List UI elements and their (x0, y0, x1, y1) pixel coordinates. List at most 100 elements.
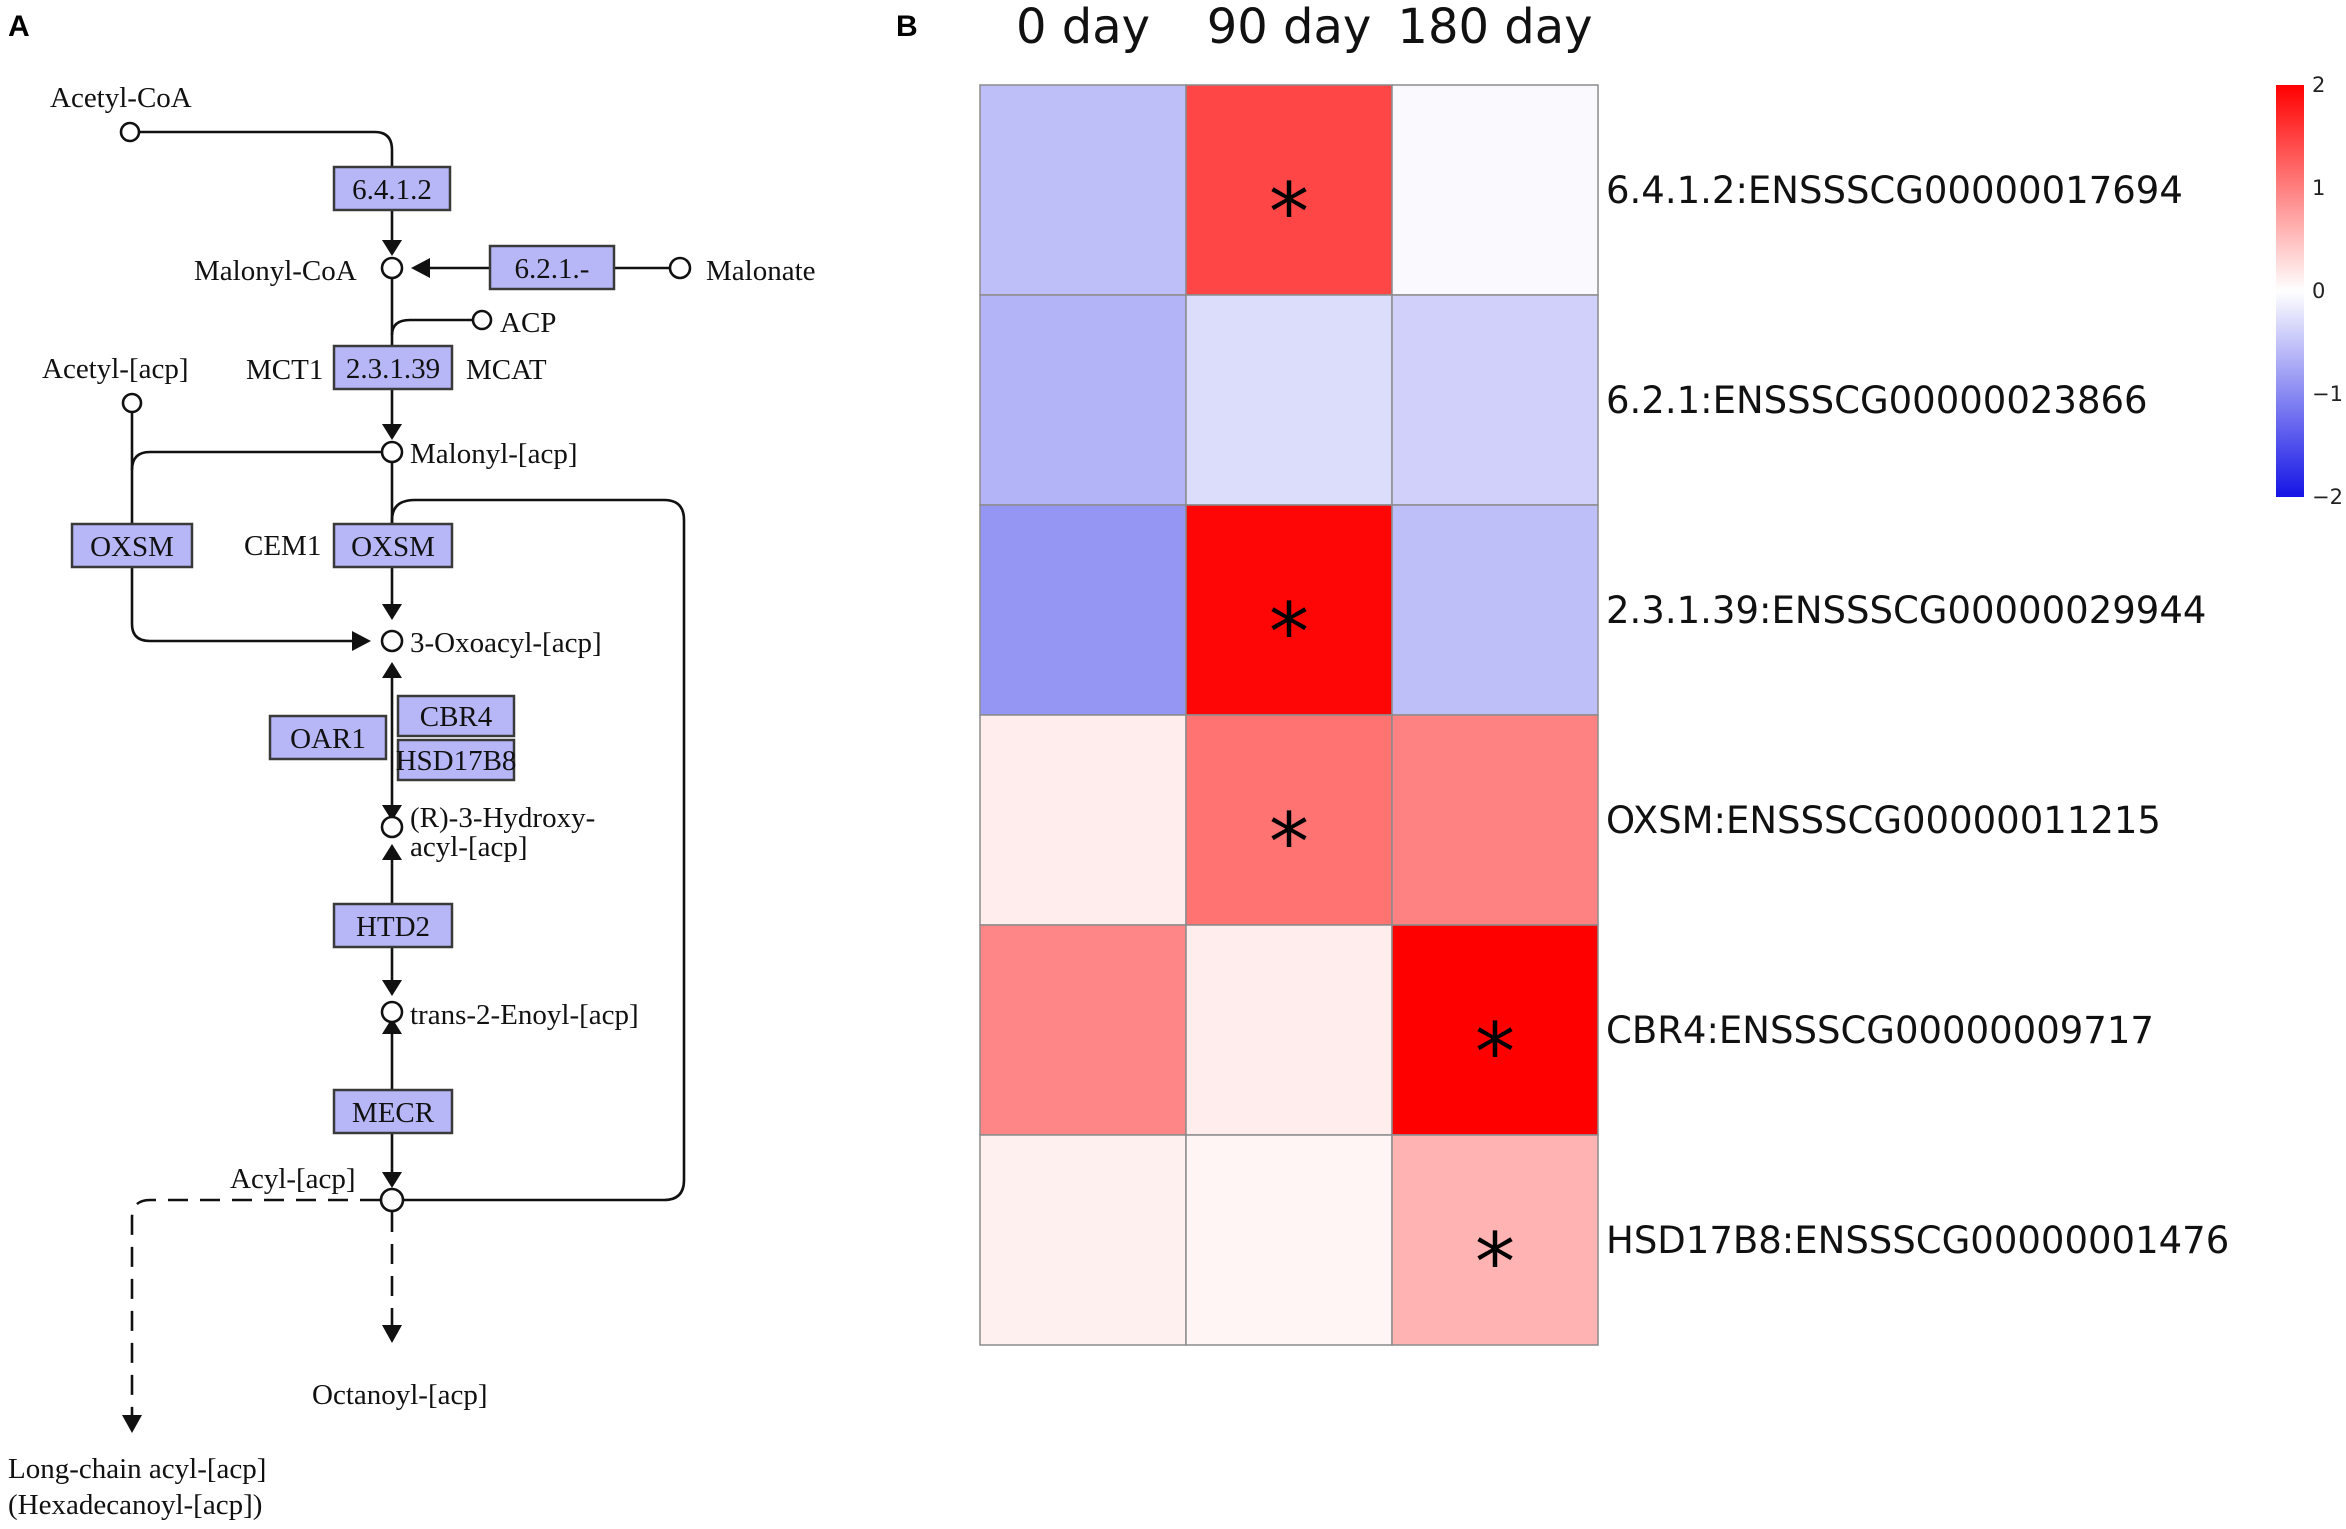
heatmap-cell (979, 714, 1187, 926)
row-label: CBR4:ENSSSCG00000009717 (1606, 1009, 2154, 1052)
enzyme-label: HTD2 (356, 911, 430, 943)
panel-label-b: B (896, 10, 918, 43)
heatmap-cell (1185, 714, 1393, 926)
label-hydroxyacyl-acp-line1: (R)-3-Hydroxy- (410, 802, 595, 834)
heatmap: * * * * * 0 day 90 day 180 day 6.4.1.2:ENSSSCG… (979, 0, 2229, 1346)
heatmap-cell (979, 924, 1187, 1136)
row-label: HSD17B8:ENSSSCG00000001476 (1606, 1219, 2229, 1262)
panel-label-a: A (8, 10, 30, 43)
row-label: OXSM:ENSSSCG00000011215 (1606, 799, 2161, 842)
label-oxoacyl-acp: 3-Oxoacyl-[acp] (410, 627, 602, 659)
label-malonyl-acp: Malonyl-[acp] (410, 438, 578, 470)
enzyme-label: OXSM (351, 531, 435, 563)
heatmap-cell (1391, 714, 1599, 926)
heatmap-cell (1185, 924, 1393, 1136)
edge-loop-return (390, 498, 686, 1202)
colorbar-tick-label: 0 (2312, 279, 2325, 303)
colorbar-tick-label: −2 (2312, 485, 2343, 509)
significance-marker: * (1269, 796, 1309, 889)
label-long-chain-acyl-acp: Long-chain acyl-[acp] (8, 1453, 266, 1485)
colorbar-tick-label: 2 (2312, 73, 2325, 97)
enzyme-6-2-1[interactable]: 6.2.1.- (488, 244, 616, 291)
heatmap-cell (1185, 84, 1393, 296)
arrowhead (382, 1172, 402, 1188)
arrowhead (382, 805, 402, 821)
significance-marker: * (1269, 166, 1309, 259)
node-oxoacyl-acp (380, 629, 404, 653)
row-label: 2.3.1.39:ENSSSCG00000029944 (1606, 589, 2206, 632)
arrowhead (382, 604, 402, 620)
heatmap-cell (979, 1134, 1187, 1346)
arrowhead (382, 980, 402, 996)
enzyme-oar1[interactable]: OAR1 (268, 714, 388, 761)
enzyme-label: OXSM (90, 531, 174, 563)
arrowhead (352, 631, 371, 651)
heatmap-cell (979, 504, 1187, 716)
label-acetyl-acp: Acetyl-[acp] (42, 353, 189, 385)
edge-acetylcoa (140, 130, 394, 167)
column-label: 90 day (1207, 0, 1372, 55)
colorbar: 2 1 0 −1 −2 (2276, 73, 2343, 509)
heatmap-cell (979, 294, 1187, 506)
heatmap-cell (1391, 924, 1599, 1136)
heatmap-significance-markers: * * * * * (1269, 166, 1515, 1309)
arrowhead (382, 1018, 402, 1034)
edge-acyl-longchain (130, 1198, 380, 1415)
enzyme-label: HSD17B8 (396, 745, 517, 777)
label-malonyl-coa: Malonyl-CoA (194, 255, 357, 287)
significance-marker: * (1269, 586, 1309, 679)
enzyme-hsd17b8[interactable]: HSD17B8 (396, 738, 517, 782)
label-acp: ACP (500, 307, 556, 339)
enzyme-label: CBR4 (420, 701, 493, 733)
enzyme-htd2[interactable]: HTD2 (332, 902, 454, 949)
pathway-diagram: Acetyl-CoA Malonyl-CoA Malonate ACP Acet… (8, 82, 816, 1521)
enzyme-label: 2.3.1.39 (346, 353, 440, 385)
colorbar-tick-label: 1 (2312, 176, 2325, 200)
edge-acp (390, 318, 472, 336)
node-acetyl-acp (121, 392, 143, 414)
enzyme-cbr4[interactable]: CBR4 (396, 694, 516, 738)
enzyme-label: 6.2.1.- (515, 253, 590, 285)
colorbar-ticks: 2 1 0 −1 −2 (2312, 73, 2343, 509)
colorbar-tick-label: −1 (2312, 382, 2343, 406)
arrowhead (122, 1415, 142, 1433)
label-malonate: Malonate (706, 255, 816, 287)
label-mct1: MCT1 (246, 354, 323, 386)
heatmap-cell (1391, 294, 1599, 506)
node-acyl-acp (379, 1187, 405, 1213)
heatmap-cell (1391, 84, 1599, 296)
column-label: 0 day (1016, 0, 1150, 55)
arrowhead (382, 1325, 402, 1343)
node-acp (471, 309, 493, 331)
enzyme-label: 6.4.1.2 (352, 174, 432, 206)
heatmap-row-labels: 6.4.1.2:ENSSSCG00000017694 6.2.1:ENSSSCG0… (1606, 169, 2229, 1262)
row-label: 6.2.1:ENSSSCG00000023866 (1606, 379, 2148, 422)
enzyme-oxsm[interactable]: OXSM (332, 522, 454, 569)
label-octanoyl-acp: Octanoyl-[acp] (312, 1379, 488, 1411)
heatmap-cell (1391, 1134, 1599, 1346)
enzyme-6-4-1-2[interactable]: 6.4.1.2 (332, 165, 452, 212)
arrowhead (382, 424, 402, 440)
enzyme-mecr[interactable]: MECR (332, 1088, 454, 1135)
edge-oxsm-left-oxoacyl (130, 567, 352, 643)
node-malonate (668, 256, 692, 280)
enzyme-label: MECR (352, 1097, 435, 1129)
enzyme-2-3-1-39[interactable]: 2.3.1.39 (332, 344, 454, 391)
enzyme-label: OAR1 (290, 723, 366, 755)
row-label: 6.4.1.2:ENSSSCG00000017694 (1606, 169, 2183, 212)
node-enoyl-acp (380, 1000, 404, 1024)
arrowhead (382, 844, 402, 860)
node-acetyl-coa (119, 121, 141, 143)
node-malonyl-acp (380, 440, 404, 464)
heatmap-cell (1185, 294, 1393, 506)
heatmap-cell (1185, 1134, 1393, 1346)
enzyme-oxsm-left[interactable]: OXSM (70, 522, 194, 569)
arrowhead (411, 258, 430, 278)
colorbar-gradient (2276, 85, 2304, 497)
significance-marker: * (1475, 1216, 1515, 1309)
label-enoyl-acp: trans-2-Enoyl-[acp] (410, 999, 639, 1031)
arrowhead (382, 662, 402, 678)
label-acyl-acp: Acyl-[acp] (230, 1163, 356, 1195)
edge-malonylacp-oxsm-left (130, 450, 381, 471)
